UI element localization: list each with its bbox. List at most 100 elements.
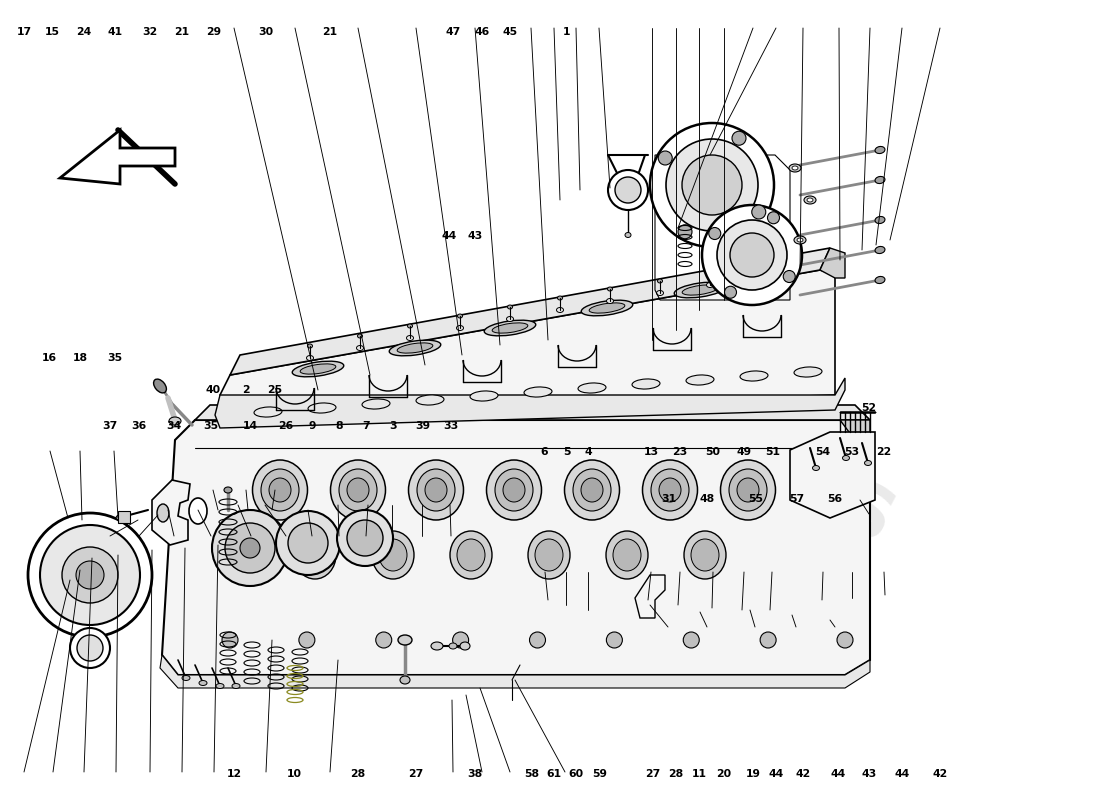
Ellipse shape: [182, 675, 190, 681]
Ellipse shape: [625, 233, 631, 238]
Text: 44: 44: [830, 769, 846, 778]
Ellipse shape: [407, 335, 414, 341]
Ellipse shape: [232, 683, 240, 689]
Ellipse shape: [486, 460, 541, 520]
Circle shape: [732, 131, 746, 146]
Ellipse shape: [224, 487, 232, 493]
Text: 32: 32: [142, 27, 157, 37]
Text: 40: 40: [206, 385, 221, 394]
Circle shape: [683, 632, 700, 648]
Text: 4: 4: [585, 447, 592, 457]
Polygon shape: [230, 248, 830, 375]
Ellipse shape: [682, 285, 718, 295]
Text: 21: 21: [174, 27, 189, 37]
Ellipse shape: [737, 478, 759, 502]
Text: 47: 47: [446, 27, 461, 37]
Text: 55: 55: [748, 494, 763, 504]
Circle shape: [717, 220, 786, 290]
Circle shape: [615, 177, 641, 203]
Ellipse shape: [658, 279, 662, 283]
Circle shape: [650, 123, 774, 247]
Ellipse shape: [458, 314, 462, 318]
Text: 36: 36: [131, 422, 146, 431]
Circle shape: [62, 547, 118, 603]
Ellipse shape: [503, 478, 525, 502]
Text: 59: 59: [592, 769, 607, 778]
Ellipse shape: [400, 676, 410, 684]
Text: 27: 27: [645, 769, 660, 778]
Ellipse shape: [794, 236, 806, 244]
Ellipse shape: [684, 531, 726, 579]
Ellipse shape: [117, 514, 128, 520]
Ellipse shape: [450, 531, 492, 579]
Polygon shape: [152, 480, 190, 545]
Text: 9: 9: [309, 422, 316, 431]
Text: 34: 34: [166, 422, 182, 431]
Text: 30: 30: [258, 27, 274, 37]
Text: 35: 35: [204, 422, 219, 431]
Text: 11: 11: [692, 769, 707, 778]
Ellipse shape: [613, 539, 641, 571]
Ellipse shape: [460, 642, 470, 650]
Text: 6: 6: [541, 447, 548, 457]
Circle shape: [760, 632, 777, 648]
Circle shape: [28, 513, 152, 637]
Ellipse shape: [294, 531, 335, 579]
Text: 21: 21: [322, 27, 338, 37]
Polygon shape: [214, 378, 845, 428]
Polygon shape: [790, 432, 874, 518]
Polygon shape: [162, 420, 870, 675]
Text: 44: 44: [441, 231, 456, 241]
Ellipse shape: [308, 403, 336, 413]
Circle shape: [346, 520, 383, 556]
Ellipse shape: [216, 683, 224, 689]
Ellipse shape: [558, 296, 562, 300]
Circle shape: [77, 635, 103, 661]
Circle shape: [70, 628, 110, 668]
Text: 57: 57: [789, 494, 804, 504]
Circle shape: [751, 205, 766, 219]
Ellipse shape: [506, 317, 514, 322]
Text: 44: 44: [769, 769, 784, 778]
Circle shape: [240, 538, 260, 558]
Text: 58: 58: [524, 769, 539, 778]
Text: 31: 31: [661, 494, 676, 504]
Circle shape: [783, 270, 795, 282]
Ellipse shape: [657, 290, 663, 295]
Text: 52: 52: [861, 403, 877, 413]
Circle shape: [730, 233, 774, 277]
Ellipse shape: [535, 539, 563, 571]
Ellipse shape: [307, 355, 314, 361]
Text: since 1985: since 1985: [593, 423, 867, 597]
Ellipse shape: [270, 478, 292, 502]
Text: 18: 18: [73, 354, 88, 363]
Text: 3: 3: [389, 422, 396, 431]
Ellipse shape: [804, 196, 816, 204]
Circle shape: [376, 632, 392, 648]
Text: 43: 43: [468, 231, 483, 241]
Circle shape: [768, 212, 780, 224]
Ellipse shape: [706, 282, 714, 287]
Ellipse shape: [157, 504, 169, 522]
Ellipse shape: [300, 364, 336, 374]
Text: 1: 1: [563, 27, 570, 37]
Ellipse shape: [557, 307, 563, 313]
Ellipse shape: [740, 371, 768, 381]
Ellipse shape: [416, 395, 444, 405]
Ellipse shape: [564, 460, 619, 520]
Polygon shape: [820, 248, 845, 278]
Ellipse shape: [874, 146, 886, 154]
Ellipse shape: [606, 298, 614, 303]
Ellipse shape: [398, 635, 412, 645]
Text: 16: 16: [42, 354, 57, 363]
Text: 25: 25: [267, 385, 283, 394]
Text: 20: 20: [716, 769, 732, 778]
Ellipse shape: [431, 642, 443, 650]
Ellipse shape: [449, 643, 456, 649]
Ellipse shape: [470, 391, 498, 401]
Text: 38: 38: [468, 769, 483, 778]
Ellipse shape: [632, 379, 660, 389]
Ellipse shape: [792, 166, 798, 170]
Ellipse shape: [425, 478, 447, 502]
Ellipse shape: [578, 383, 606, 393]
